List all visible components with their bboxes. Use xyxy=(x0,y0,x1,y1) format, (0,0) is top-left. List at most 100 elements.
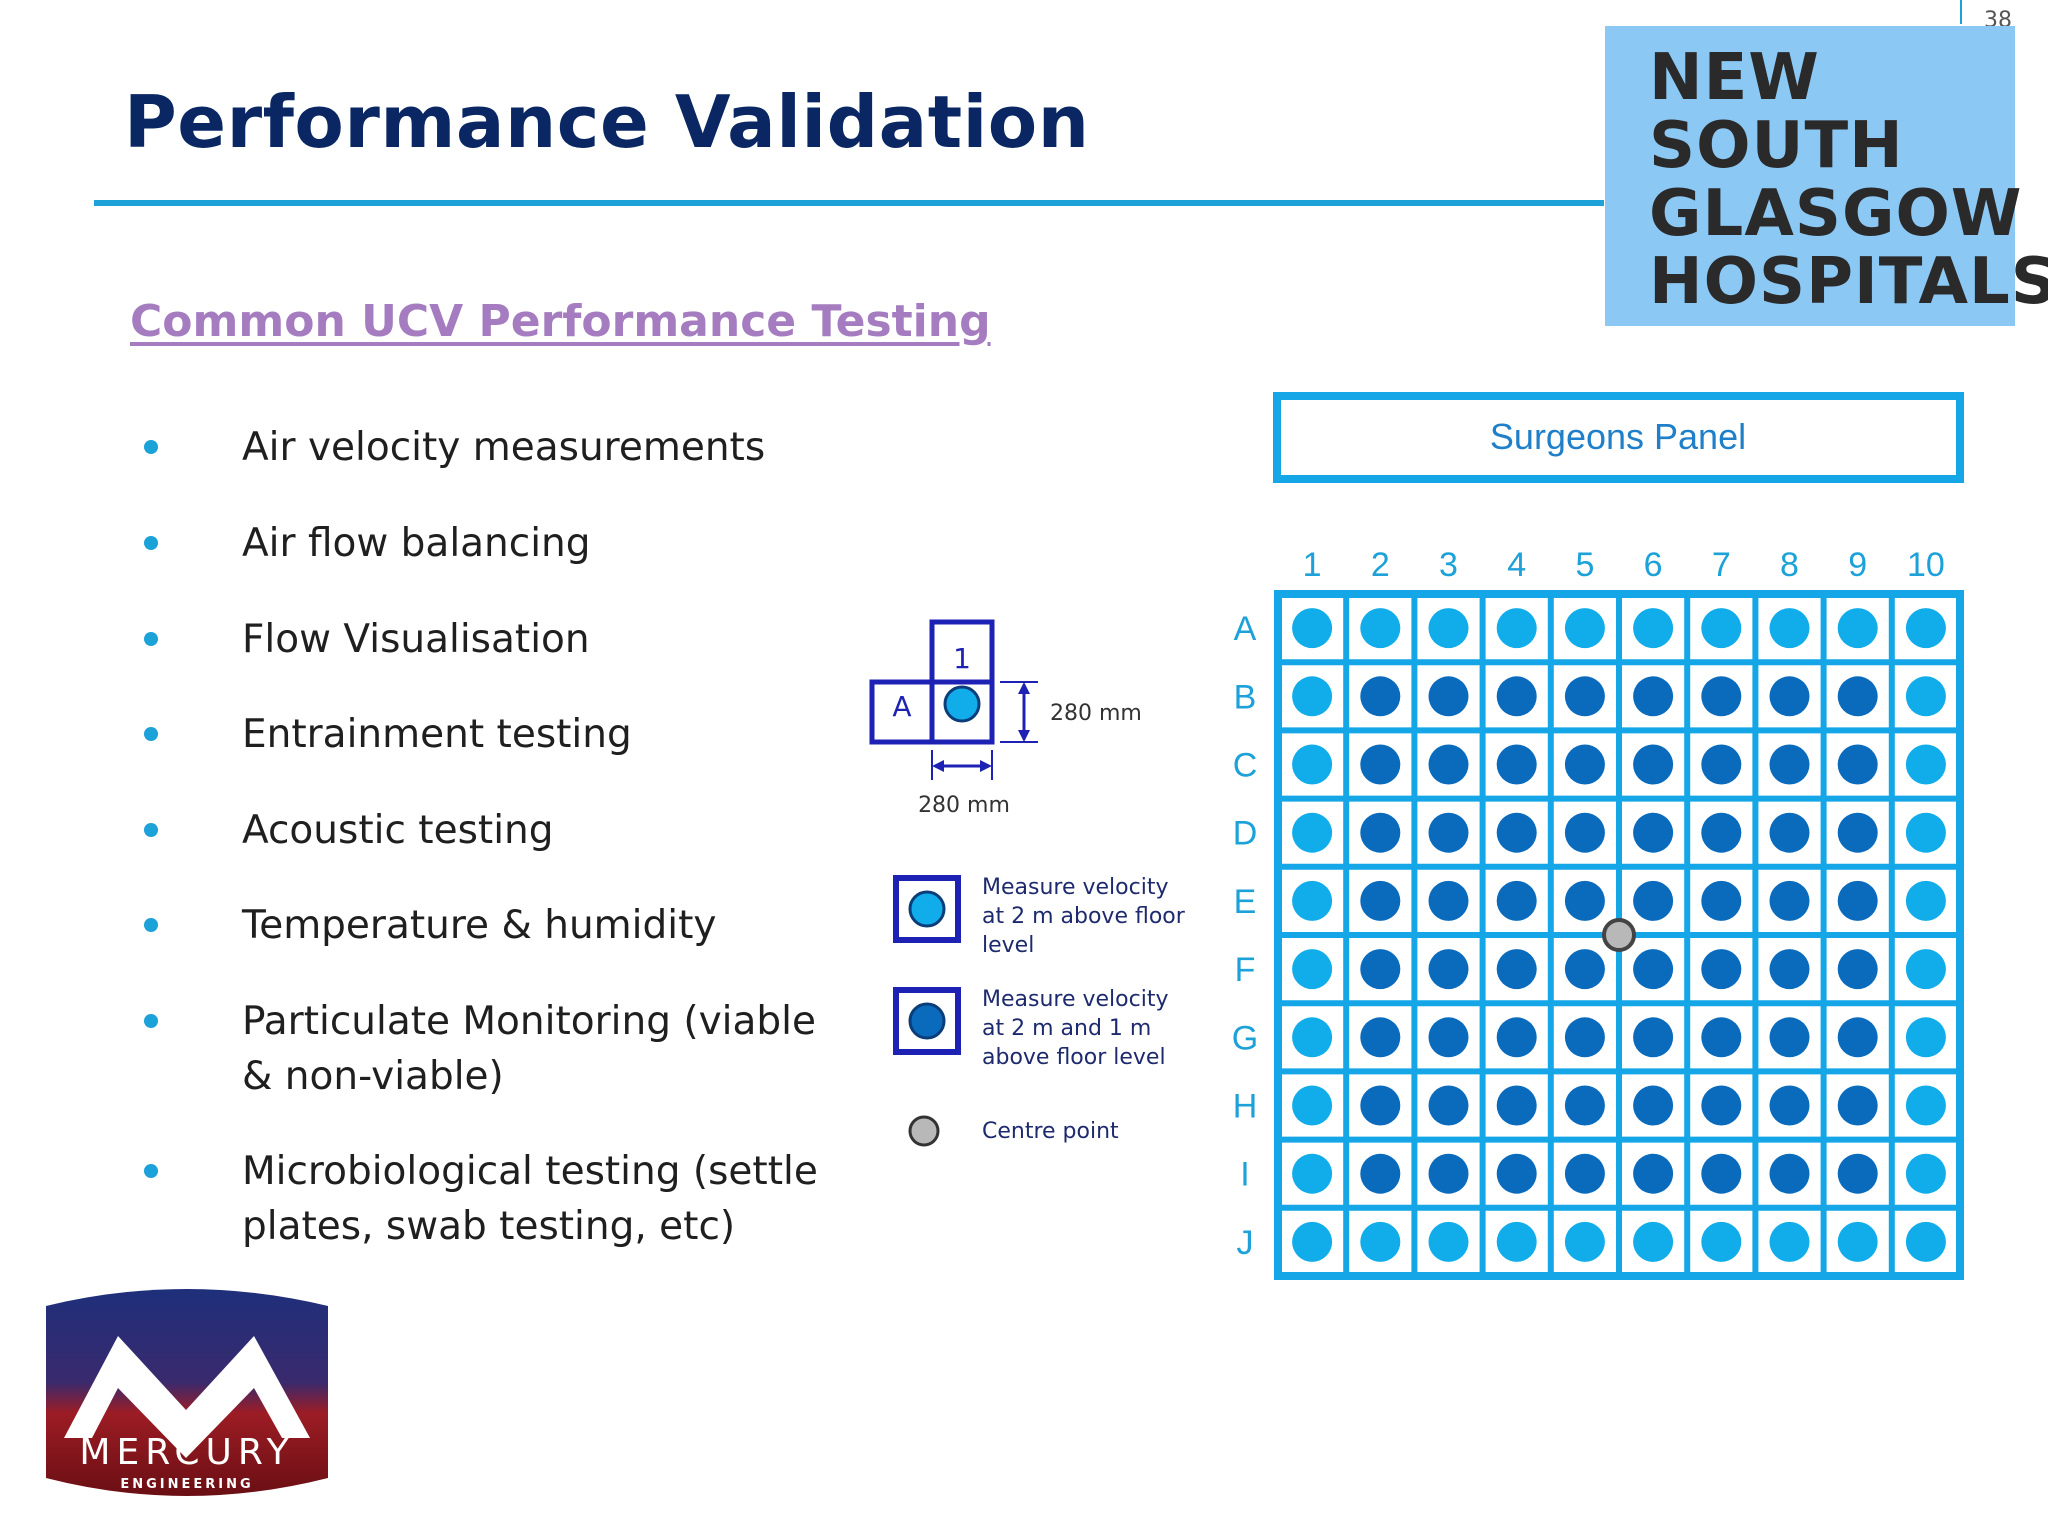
bullet-dot-icon xyxy=(144,727,158,741)
measure-point-2m xyxy=(1905,1221,1946,1262)
measure-point-2m-1m xyxy=(1428,676,1469,717)
measure-point-2m-1m xyxy=(1837,1085,1878,1126)
bullet-dot-icon xyxy=(144,823,158,837)
measure-point-2m-1m xyxy=(1496,1153,1537,1194)
measure-point-2m-1m xyxy=(1633,676,1674,717)
measure-point-2m-1m xyxy=(1769,812,1810,853)
slide-title: Performance Validation xyxy=(124,80,1090,164)
measure-point-2m-1m xyxy=(1837,1153,1878,1194)
legend-light-text: Measure velocity at 2 m above floor leve… xyxy=(982,875,1192,958)
row-header-label: G xyxy=(1232,1019,1258,1057)
measure-point-2m xyxy=(1496,1221,1537,1262)
measure-point-2m-1m xyxy=(1428,949,1469,990)
measure-point-2m-1m xyxy=(1837,812,1878,853)
legend-dark-line: at 2 m and 1 m xyxy=(982,1016,1151,1041)
bullet-dot-icon xyxy=(144,1014,158,1028)
row-header-label: F xyxy=(1235,951,1256,989)
measure-point-2m-1m xyxy=(1701,676,1742,717)
measure-point-2m-1m xyxy=(1633,812,1674,853)
row-header-label: J xyxy=(1237,1224,1254,1262)
row-header-label: A xyxy=(1234,610,1257,648)
mercury-tagline: ENGINEERING xyxy=(120,1477,253,1492)
measure-point-2m-1m xyxy=(1496,1085,1537,1126)
legend-dark-line: above floor level xyxy=(982,1045,1166,1070)
measure-point-2m xyxy=(1905,1017,1946,1058)
measure-point-2m-1m xyxy=(1837,949,1878,990)
measure-point-2m-1m xyxy=(1633,949,1674,990)
legend-centre-point-icon xyxy=(908,1115,940,1147)
measure-point-2m xyxy=(1564,1221,1605,1262)
dim-h-arrow-left-icon xyxy=(932,760,944,772)
grid-dots xyxy=(1292,608,1946,1262)
measure-point-2m-1m xyxy=(1837,676,1878,717)
measure-point-2m xyxy=(1564,608,1605,649)
measure-point-2m-1m xyxy=(1837,744,1878,785)
measure-point-2m xyxy=(1769,608,1810,649)
bullet-item: Flow Visualisation xyxy=(140,612,840,667)
measure-point-2m xyxy=(1360,608,1401,649)
measure-point-2m-1m xyxy=(1360,949,1401,990)
key-row-label: A xyxy=(892,690,911,723)
key-light-dot xyxy=(943,685,981,723)
mercury-engineering-logo: MERCURY ENGINEERING xyxy=(46,1289,328,1496)
measure-point-2m xyxy=(1769,1221,1810,1262)
measure-point-2m xyxy=(1633,608,1674,649)
measure-point-2m-1m xyxy=(1428,1153,1469,1194)
column-header-label: 8 xyxy=(1780,546,1799,584)
measure-point-2m xyxy=(1292,744,1333,785)
measure-point-2m-1m xyxy=(1564,1017,1605,1058)
logo-line: SOUTH xyxy=(1649,109,1904,183)
measure-point-2m xyxy=(1292,880,1333,921)
logo-line: GLASGOW xyxy=(1649,177,2023,251)
measure-point-2m-1m xyxy=(1701,880,1742,921)
key-cell-row xyxy=(869,679,935,745)
measure-point-2m-1m xyxy=(1564,744,1605,785)
legend-centre-text: Centre point xyxy=(982,1119,1119,1144)
measure-point-2m-1m xyxy=(1496,880,1537,921)
measure-point-2m-1m xyxy=(1837,1017,1878,1058)
measure-point-2m-1m xyxy=(1701,1153,1742,1194)
dim-v-arrow-top-icon xyxy=(1018,682,1030,694)
measure-point-2m xyxy=(1905,1153,1946,1194)
page-number-tick xyxy=(1960,0,1962,24)
legend-dark-line: Measure velocity xyxy=(982,987,1168,1012)
bullet-item: Air flow balancing xyxy=(140,516,840,571)
row-header-label: C xyxy=(1233,747,1258,785)
legend-light-dot-icon xyxy=(908,890,946,928)
measure-point-2m-1m xyxy=(1564,812,1605,853)
measure-point-2m-1m xyxy=(1428,880,1469,921)
column-header-label: 10 xyxy=(1907,546,1945,584)
bullet-item: Microbiological testing (settle plates, … xyxy=(140,1144,840,1254)
measure-point-2m xyxy=(1292,1221,1333,1262)
column-headers: 1 2 3 4 5 6 7 8 9 10 xyxy=(1303,546,1945,584)
surgeons-panel-label: Surgeons Panel xyxy=(1490,416,1746,457)
measure-point-2m xyxy=(1292,1085,1333,1126)
measure-point-2m-1m xyxy=(1769,949,1810,990)
measure-point-2m-1m xyxy=(1769,676,1810,717)
key-col-label: 1 xyxy=(953,642,971,675)
measure-point-2m-1m xyxy=(1701,1085,1742,1126)
measure-point-2m-1m xyxy=(1564,1085,1605,1126)
measure-point-2m xyxy=(1837,608,1878,649)
measure-point-2m-1m xyxy=(1360,744,1401,785)
legend-light-box xyxy=(893,875,961,943)
bullet-item: Air velocity measurements xyxy=(140,420,840,475)
measure-point-2m xyxy=(1905,676,1946,717)
measure-point-2m xyxy=(1428,1221,1469,1262)
measure-point-2m xyxy=(1360,1221,1401,1262)
measure-point-2m xyxy=(1292,812,1333,853)
measure-point-2m-1m xyxy=(1564,1153,1605,1194)
measure-point-2m-1m xyxy=(1496,949,1537,990)
dim-horizontal-label: 280 mm xyxy=(918,793,1010,818)
surgeons-panel-box xyxy=(1273,392,1964,483)
mercury-m-icon xyxy=(64,1336,310,1458)
measure-point-2m-1m xyxy=(1633,1153,1674,1194)
bullet-item: Particulate Monitoring (viable & non-via… xyxy=(140,994,840,1104)
measure-point-2m-1m xyxy=(1701,812,1742,853)
column-header-label: 5 xyxy=(1575,546,1594,584)
row-header-label: I xyxy=(1240,1156,1249,1194)
measure-point-2m-1m xyxy=(1564,949,1605,990)
column-header-label: 9 xyxy=(1848,546,1867,584)
